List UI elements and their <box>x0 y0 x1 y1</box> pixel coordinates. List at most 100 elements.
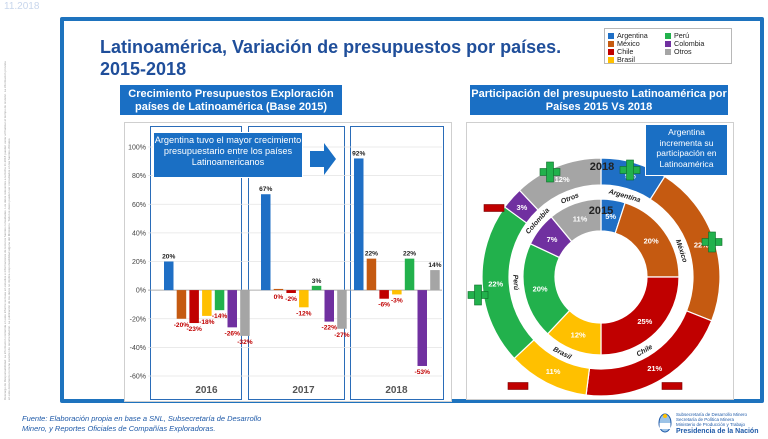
slice-value-label: 3% <box>516 203 527 212</box>
year-box-2017 <box>248 126 345 400</box>
decrease-marker-colombia-icon <box>483 204 505 212</box>
y-tick-label: -40% <box>130 345 146 352</box>
bar-value-label: 67% <box>259 186 272 193</box>
bar-value-label: -18% <box>199 319 215 326</box>
bar-value-label: -3% <box>391 297 403 304</box>
bar-value-label: -23% <box>186 326 202 333</box>
legend: Argentina México Chile Brasil Perú Colombia Ot… <box>604 28 732 64</box>
bar-argentina-2016 <box>164 261 174 291</box>
x-category-label-2018: 2018 <box>385 385 408 396</box>
source-footnote: Fuente: Elaboración propia en base a SNL… <box>22 414 261 434</box>
slice-value-label: 22% <box>488 280 503 289</box>
bar-argentina-2018 <box>354 158 364 291</box>
legend-label: Perú <box>674 31 690 40</box>
slice-value-label: 7% <box>547 235 558 244</box>
legend-item-chile: Chile <box>608 47 633 56</box>
bar-brasil-2017 <box>299 290 309 308</box>
year-box-2018 <box>350 126 444 400</box>
page-title-line2: 2015-2018 <box>100 59 187 79</box>
decrease-marker-brasil-icon <box>507 382 529 390</box>
y-tick-label: 60% <box>132 202 146 209</box>
bar-value-label: 20% <box>162 254 175 261</box>
legend-swatch <box>608 41 614 47</box>
legend-item-brasil: Brasil <box>608 55 635 64</box>
decrease-marker-chile-icon <box>661 382 683 390</box>
right-chart-header: Participación del presupuesto Latinoamér… <box>470 85 728 115</box>
slice-value-label: 5% <box>605 212 616 221</box>
bar-value-label: -32% <box>237 339 253 346</box>
bar-value-label: -27% <box>334 332 350 339</box>
slice-value-label: 11% <box>546 367 561 376</box>
bar-chart: 100%80%60%40%20%0%-20%-40%-60%20%-20%-23… <box>128 145 442 396</box>
bar-value-label: -2% <box>285 296 297 303</box>
y-tick-label: -60% <box>130 374 146 381</box>
org-line3: Ministerio de Producción y Trabajo <box>676 422 746 428</box>
legend-label: Argentina <box>617 31 648 40</box>
increase-marker-peru-icon <box>467 284 489 306</box>
y-tick-label: 100% <box>128 145 146 152</box>
ring-label-2015: 2015 <box>589 205 613 217</box>
x-category-label-2017: 2017 <box>292 385 315 396</box>
source-footnote-line2: Minero, y Reportes Oficiales de Compañía… <box>22 424 216 433</box>
slice-value-label: 12% <box>571 331 586 340</box>
side-disclaimer-text: Descargo de Responsabilidad: La informac… <box>3 61 11 400</box>
bar-value-label: -20% <box>174 322 190 329</box>
bar-chile-2017 <box>286 290 296 293</box>
org-line4: Presidencia de la Nación <box>676 427 759 435</box>
org-line2: Secretaría de Política Minera <box>676 417 735 423</box>
bar-colombia-2017 <box>324 290 334 322</box>
y-tick-label: 20% <box>132 259 146 266</box>
legend-item-colombia: Colombia <box>665 39 704 48</box>
slice-value-label: 20% <box>533 285 548 294</box>
legend-swatch <box>608 49 614 55</box>
bar-colombia-2018 <box>417 290 427 366</box>
legend-label: México <box>617 39 640 48</box>
source-footnote-line1: Fuente: Elaboración propia en base a SNL… <box>22 414 262 423</box>
donut-slice-2015-otros <box>550 198 602 243</box>
left-callout-text: Argentina tuvo el mayor crecimiento pres… <box>154 135 302 167</box>
left-chart-header: Crecimiento Presupuestos Exploración paí… <box>120 85 342 115</box>
bar-value-label: 22% <box>403 251 416 258</box>
bar-value-label: -14% <box>212 313 228 320</box>
legend-label: Colombia <box>674 39 705 48</box>
bar-colombia-2016 <box>227 290 237 328</box>
legend-item-peru: Perú <box>665 31 689 40</box>
legend-swatch <box>608 57 614 63</box>
bar-peru-2018 <box>404 258 415 291</box>
bar-otros-2018 <box>430 270 440 291</box>
slice-value-label: 12% <box>555 175 570 184</box>
legend-label: Chile <box>617 47 634 56</box>
y-tick-label: 0% <box>136 288 146 295</box>
bar-mexico-2016 <box>176 290 187 319</box>
bar-value-label: 22% <box>365 251 378 258</box>
bar-chile-2018 <box>379 290 389 299</box>
left-callout: Argentina tuvo el mayor crecimiento pres… <box>153 132 303 178</box>
y-tick-label: -20% <box>130 316 146 323</box>
page-title-line1: Latinoamérica, Variación de presupuestos… <box>100 37 562 57</box>
org-line1: Subsecretaría de Desarrollo Minero <box>676 412 748 417</box>
bar-value-label: 14% <box>428 262 441 269</box>
corner-date-tag: 11.2018 <box>4 1 40 12</box>
slice-value-label: 22% <box>694 240 709 249</box>
coat-of-arms-icon <box>658 413 672 433</box>
bar-otros-2017 <box>337 290 347 329</box>
slice-value-label: 25% <box>637 317 652 326</box>
ring-country-label-peru: Perú <box>511 274 519 291</box>
increase-marker-otros-icon <box>539 161 561 183</box>
right-callout: Argentina incrementa su participación en… <box>645 124 728 176</box>
legend-item-otros: Otros <box>665 47 692 56</box>
year-box-2016 <box>150 126 242 400</box>
right-chart-header-text: Participación del presupuesto Latinoamér… <box>471 88 727 113</box>
bar-value-label: 92% <box>352 150 365 157</box>
bar-value-label: -12% <box>296 310 312 317</box>
increase-marker-argentina-icon <box>619 159 641 181</box>
bar-peru-2016 <box>214 290 225 311</box>
bar-mexico-2018 <box>366 258 377 291</box>
bar-value-label: -53% <box>415 369 431 376</box>
x-category-label-2016: 2016 <box>195 385 218 396</box>
side-disclaimer: Descargo de Responsabilidad: La informac… <box>2 60 12 400</box>
bar-peru-2017 <box>311 285 322 291</box>
slice-value-label: 11% <box>573 215 588 224</box>
bar-value-label: -6% <box>378 302 390 309</box>
right-callout-text: Argentina incrementa su participación en… <box>656 127 717 169</box>
